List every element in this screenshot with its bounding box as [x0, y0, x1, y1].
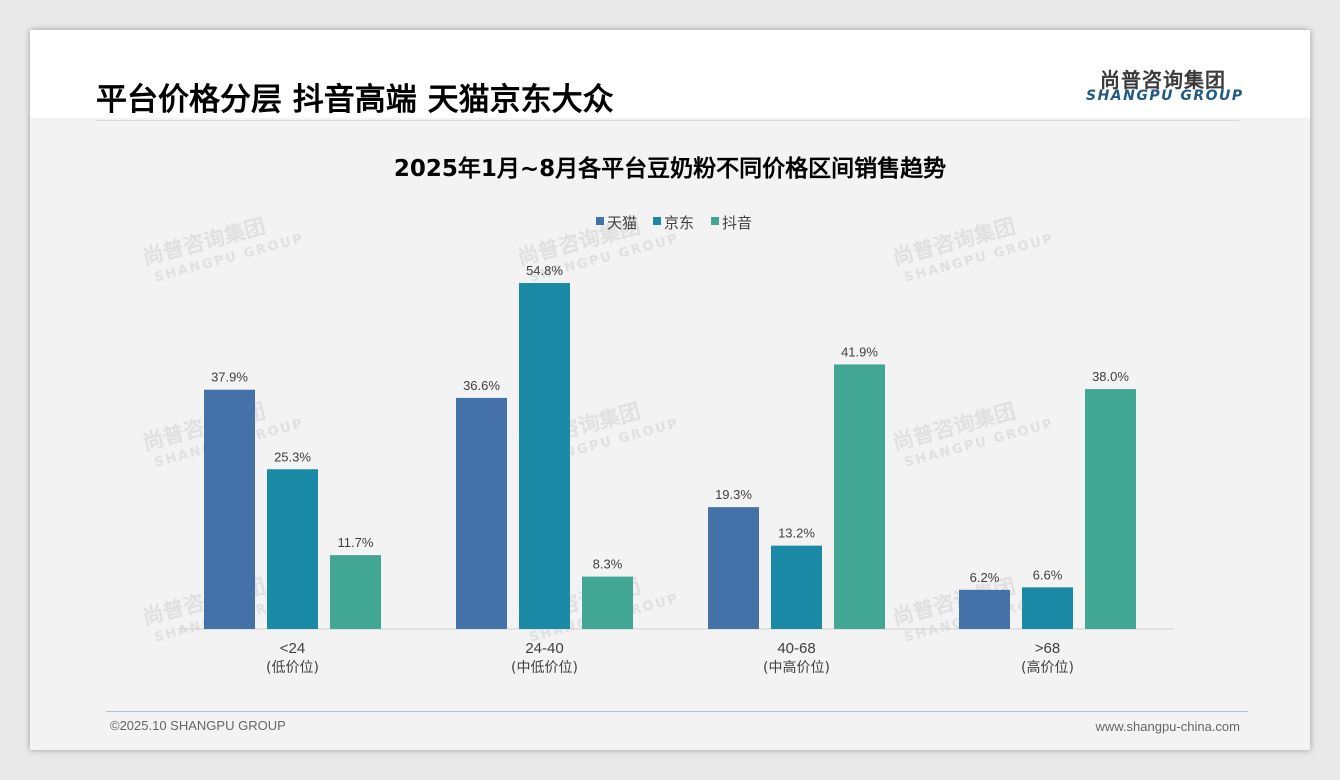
value-labels-layer: 37.9% 25.3% 11.7% 36.6% 54.8% 8.3% 19.3% 13.2% 4…: [211, 263, 1129, 585]
bar-value-label: 25.3%: [274, 449, 311, 464]
bar-抖音-2: [834, 364, 885, 629]
bar-value-label: 36.6%: [463, 378, 500, 393]
bar-抖音-0: [330, 555, 381, 629]
legend-item-京东: 京东: [653, 214, 694, 232]
bar-value-label: 11.7%: [338, 535, 374, 550]
logo-text-en: SHANGPU GROUP: [1086, 88, 1244, 104]
slide: 尚普咨询集团 SHANGPU GROUP 尚普咨询集团 SHANGPU GROUP 尚普…: [30, 30, 1310, 750]
bar-天猫-1: [456, 397, 507, 629]
legend-swatch: [653, 217, 661, 225]
legend-item-天猫: 天猫: [596, 214, 637, 232]
bar-京东-1: [519, 283, 570, 629]
bar-抖音-1: [582, 576, 633, 629]
logo-text-cn: 尚普咨询集团: [1100, 68, 1226, 92]
header-band: [30, 30, 1310, 118]
x-tick-label: 40-68: [777, 640, 815, 657]
legend-item-抖音: 抖音: [711, 214, 752, 232]
bars-layer: [204, 283, 1136, 629]
x-tick-sublabel: (中低价位): [511, 660, 578, 676]
bar-京东-2: [771, 545, 822, 629]
bar-抖音-3: [1085, 389, 1136, 629]
chart-title: 2025年1月~8月各平台豆奶粉不同价格区间销售趋势: [394, 155, 946, 182]
bar-天猫-2: [708, 507, 759, 629]
bar-value-label: 19.3%: [715, 487, 752, 502]
company-logo: 尚普咨询集团 SHANGPU GROUP: [1086, 64, 1246, 114]
legend-label: 天猫: [607, 214, 637, 232]
footer-divider: [106, 711, 1248, 712]
bar-value-label: 37.9%: [211, 370, 248, 385]
bar-天猫-3: [959, 589, 1010, 629]
chart-legend: 天猫 京东 抖音: [596, 214, 752, 232]
page-title: 平台价格分层 抖音高端 天猫京东大众: [96, 82, 614, 118]
bar-value-label: 54.8%: [526, 263, 563, 278]
bar-value-label: 41.9%: [841, 344, 878, 359]
x-tick-sublabel: (中高价位): [763, 659, 830, 676]
x-tick-label: 24-40: [525, 640, 563, 657]
legend-swatch: [711, 217, 719, 225]
footer-website: www.shangpu-china.com: [1095, 719, 1240, 734]
bar-value-label: 6.2%: [970, 570, 1000, 585]
category-labels-layer: <24 (低价位) 24-40 (中低价位) 40-68 (中高价位) >68 (高价位): [266, 640, 1074, 676]
bar-天猫-0: [204, 389, 255, 629]
bar-value-label: 6.6%: [1033, 567, 1063, 582]
header-divider: [96, 120, 1239, 121]
legend-label: 京东: [664, 214, 694, 232]
x-tick-sublabel: (低价位): [266, 660, 319, 676]
x-tick-label: <24: [280, 640, 305, 657]
footer-copyright: ©2025.10 SHANGPU GROUP: [110, 718, 286, 733]
bar-value-label: 38.0%: [1092, 369, 1129, 384]
bar-京东-3: [1022, 587, 1073, 629]
x-tick-label: >68: [1035, 640, 1060, 657]
legend-swatch: [596, 217, 604, 225]
x-tick-sublabel: (高价位): [1021, 659, 1074, 676]
bar-value-label: 13.2%: [778, 526, 815, 541]
legend-label: 抖音: [722, 214, 752, 232]
bar-value-label: 8.3%: [593, 557, 623, 572]
bar-京东-0: [267, 469, 318, 629]
